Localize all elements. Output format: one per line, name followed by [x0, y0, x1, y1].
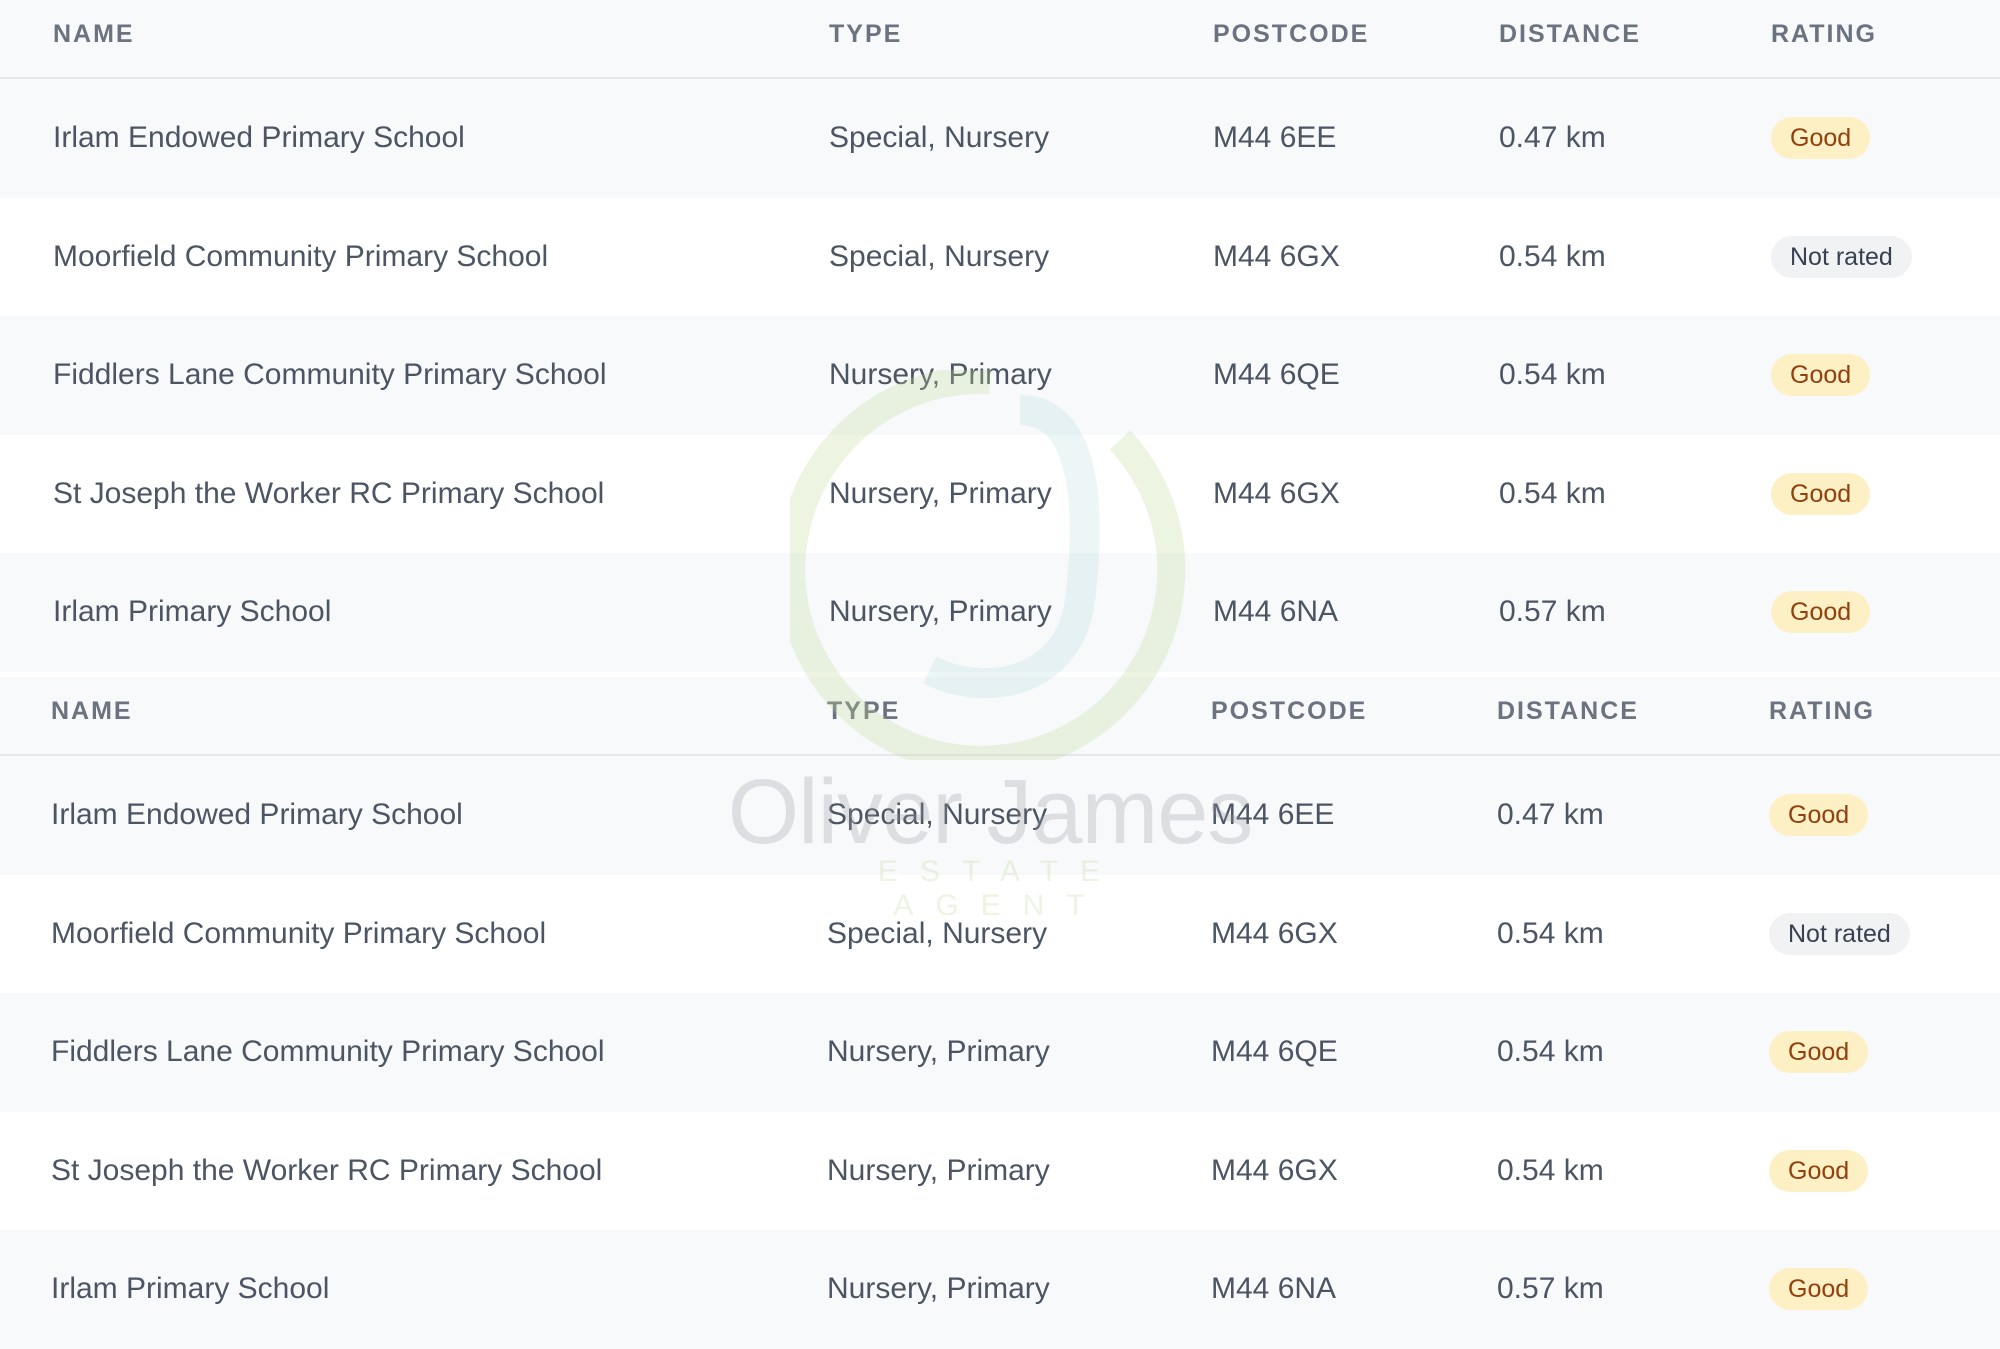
header-distance[interactable]: DISTANCE — [1499, 20, 1641, 48]
table-row[interactable]: Moorfield Community Primary School Specia… — [0, 875, 2000, 994]
table-row[interactable]: Fiddlers Lane Community Primary School Nu… — [0, 316, 2000, 435]
table-row[interactable]: Irlam Primary School Nursery, Primary M44 … — [0, 553, 2000, 672]
table-row[interactable]: Irlam Primary School Nursery, Primary M44 … — [0, 1230, 2000, 1349]
postcode: M44 6GX — [1211, 916, 1338, 950]
school-type: Nursery, Primary — [827, 1035, 1050, 1068]
school-type: Nursery, Primary — [827, 1153, 1050, 1187]
rating-badge: Good — [1771, 354, 1871, 396]
table-row[interactable]: Fiddlers Lane Community Primary School Nu… — [0, 993, 2000, 1112]
table-header: NAME TYPE POSTCODE DISTANCE RATING — [0, 677, 2000, 756]
school-type: Nursery, Primary — [829, 476, 1052, 510]
rating-badge: Good — [1771, 472, 1871, 515]
distance: 0.54 km — [1499, 358, 1606, 391]
school-type: Nursery, Primary — [827, 1272, 1050, 1305]
table-row[interactable]: St Joseph the Worker RC Primary School Nu… — [0, 435, 2000, 554]
school-name: St Joseph the Worker RC Primary School — [53, 476, 605, 510]
rating-badge: Good — [1771, 117, 1871, 159]
distance: 0.57 km — [1499, 595, 1606, 628]
distance: 0.54 km — [1499, 239, 1606, 273]
school-type: Special, Nursery — [827, 798, 1048, 831]
postcode: M44 6QE — [1213, 358, 1340, 391]
school-name: St Joseph the Worker RC Primary School — [51, 1153, 603, 1187]
school-type: Special, Nursery — [829, 239, 1050, 273]
header-distance[interactable]: DISTANCE — [1497, 697, 1639, 725]
postcode: M44 6NA — [1211, 1272, 1337, 1305]
school-type: Special, Nursery — [829, 121, 1050, 154]
postcode: M44 6QE — [1211, 1035, 1338, 1068]
postcode: M44 6GX — [1213, 476, 1340, 510]
table-row[interactable]: Moorfield Community Primary School Specia… — [0, 198, 2000, 317]
rating-badge: Good — [1769, 794, 1869, 836]
school-name: Irlam Primary School — [53, 595, 332, 628]
distance: 0.47 km — [1499, 121, 1606, 154]
distance: 0.54 km — [1497, 1153, 1604, 1187]
distance: 0.57 km — [1497, 1272, 1604, 1305]
rating-badge: Good — [1769, 1149, 1869, 1192]
rating-badge: Good — [1769, 1268, 1869, 1310]
header-postcode[interactable]: POSTCODE — [1211, 697, 1368, 725]
schools-table-2: NAME TYPE POSTCODE DISTANCE RATING Irlam… — [0, 677, 2000, 1349]
school-type: Special, Nursery — [827, 916, 1048, 950]
distance: 0.54 km — [1499, 476, 1606, 510]
header-type[interactable]: TYPE — [827, 697, 901, 725]
header-name[interactable]: NAME — [51, 697, 133, 725]
postcode: M44 6EE — [1213, 121, 1337, 154]
postcode: M44 6GX — [1213, 239, 1340, 273]
school-type: Nursery, Primary — [829, 595, 1052, 628]
school-type: Nursery, Primary — [829, 358, 1052, 391]
table-row[interactable]: St Joseph the Worker RC Primary School Nu… — [0, 1112, 2000, 1231]
school-name: Moorfield Community Primary School — [51, 916, 547, 950]
header-name[interactable]: NAME — [53, 20, 135, 48]
postcode: M44 6GX — [1211, 1153, 1338, 1187]
table-header: NAME TYPE POSTCODE DISTANCE RATING — [0, 0, 2000, 79]
distance: 0.54 km — [1497, 1035, 1604, 1068]
rating-badge: Good — [1769, 1031, 1869, 1073]
postcode: M44 6NA — [1213, 595, 1339, 628]
rating-badge: Not rated — [1771, 235, 1912, 278]
school-name: Irlam Endowed Primary School — [53, 121, 465, 154]
rating-badge: Good — [1771, 591, 1871, 633]
school-name: Irlam Primary School — [51, 1272, 330, 1305]
school-name: Fiddlers Lane Community Primary School — [53, 358, 607, 391]
header-type[interactable]: TYPE — [829, 20, 903, 48]
schools-table-1: NAME TYPE POSTCODE DISTANCE RATING Irlam… — [0, 0, 2000, 672]
table-row[interactable]: Irlam Endowed Primary School Special, Nur… — [0, 79, 2000, 198]
postcode: M44 6EE — [1211, 798, 1335, 831]
header-postcode[interactable]: POSTCODE — [1213, 20, 1370, 48]
distance: 0.54 km — [1497, 916, 1604, 950]
header-rating[interactable]: RATING — [1769, 697, 1875, 725]
school-name: Fiddlers Lane Community Primary School — [51, 1035, 605, 1068]
school-name: Moorfield Community Primary School — [53, 239, 549, 273]
table-row[interactable]: Irlam Endowed Primary School Special, Nur… — [0, 756, 2000, 875]
rating-badge: Not rated — [1769, 912, 1910, 955]
distance: 0.47 km — [1497, 798, 1604, 831]
header-rating[interactable]: RATING — [1771, 20, 1877, 48]
school-name: Irlam Endowed Primary School — [51, 798, 463, 831]
